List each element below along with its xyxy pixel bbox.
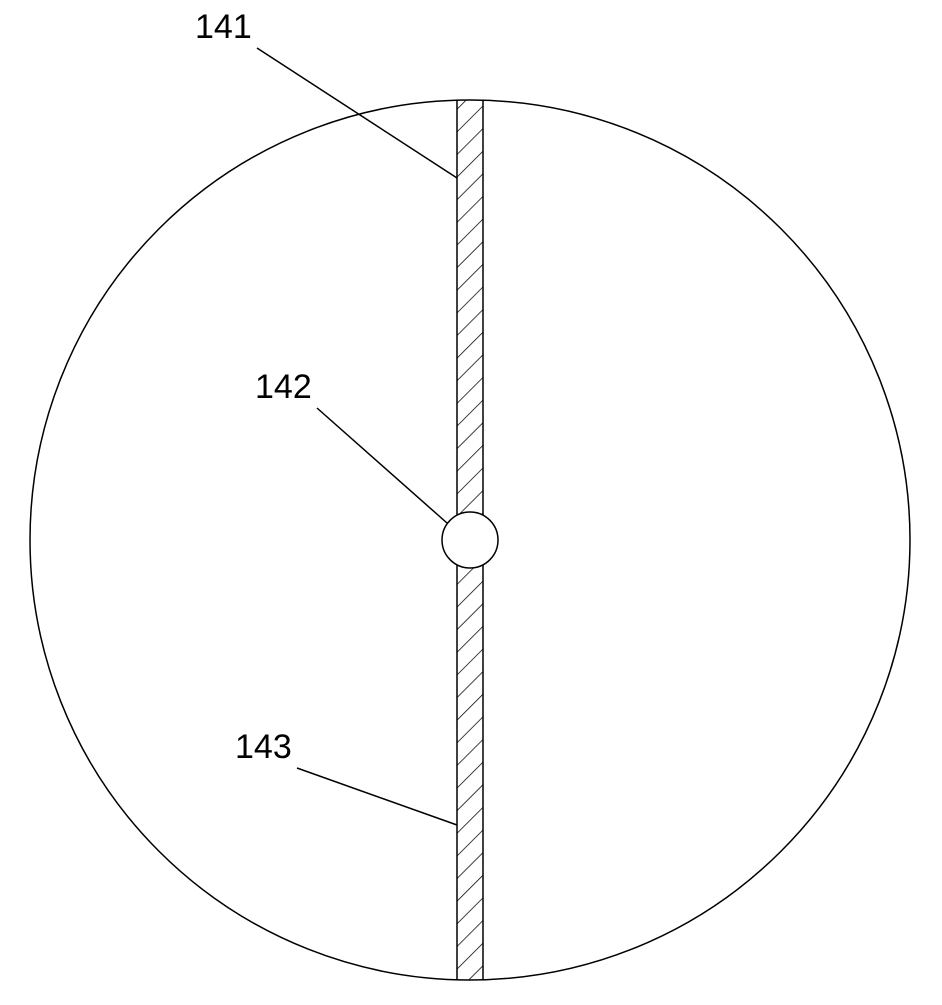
label-141: 141 (195, 8, 252, 47)
diagram-svg (0, 0, 942, 1000)
technical-diagram: 141 142 143 (0, 0, 942, 1000)
label-143: 143 (235, 728, 292, 767)
leader-141 (257, 48, 457, 178)
label-142: 142 (255, 368, 312, 407)
leader-142 (317, 408, 447, 523)
center-circle (442, 512, 498, 568)
leader-143 (297, 768, 457, 825)
